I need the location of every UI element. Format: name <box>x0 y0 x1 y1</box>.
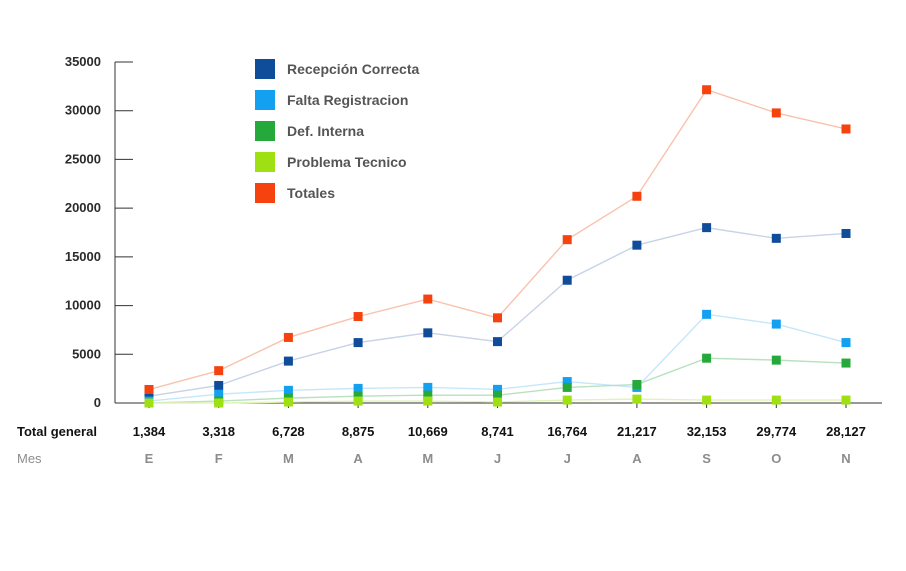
data-point <box>493 390 502 400</box>
data-point <box>841 358 851 368</box>
data-point <box>632 394 642 404</box>
data-point <box>771 233 781 243</box>
data-point <box>214 366 224 376</box>
total-value: 6,728 <box>272 424 305 439</box>
data-point <box>283 332 293 342</box>
legend-swatch <box>255 183 275 203</box>
data-point <box>423 294 433 304</box>
legend-label: Totales <box>287 185 335 201</box>
month-label: J <box>564 451 571 466</box>
y-tick-label: 30000 <box>65 103 101 118</box>
y-tick-label: 15000 <box>65 249 101 264</box>
totals-row-title: Total general <box>17 424 97 439</box>
data-point <box>214 398 224 408</box>
legend-swatch <box>255 59 275 79</box>
data-point <box>493 384 502 394</box>
data-point <box>353 312 363 322</box>
total-value: 29,774 <box>756 424 797 439</box>
data-point <box>562 382 572 392</box>
data-point <box>562 377 572 387</box>
data-point <box>353 396 363 406</box>
data-point <box>702 85 712 95</box>
total-value: 32,153 <box>687 424 727 439</box>
legend: Recepción Correcta Falta Registracion Def.… <box>255 59 419 203</box>
data-point <box>283 385 293 395</box>
data-point <box>632 379 642 389</box>
y-tick-label: 35000 <box>65 54 101 69</box>
series-line <box>148 226 847 397</box>
month-label: N <box>841 451 850 466</box>
data-point <box>841 395 851 405</box>
month-label: A <box>353 451 363 466</box>
data-point <box>144 398 154 408</box>
data-point <box>493 397 502 407</box>
data-point <box>283 356 293 366</box>
series-lines-layer <box>148 88 847 404</box>
legend-swatch <box>255 121 275 141</box>
legend-label: Def. Interna <box>287 123 364 139</box>
month-label: A <box>632 451 642 466</box>
data-point <box>702 353 712 363</box>
y-tick-label: 10000 <box>65 298 101 313</box>
total-value: 1,384 <box>133 424 166 439</box>
month-label: F <box>215 451 223 466</box>
data-point <box>841 228 851 238</box>
data-point <box>632 240 642 250</box>
total-value: 8,741 <box>481 424 514 439</box>
y-tick-label: 20000 <box>65 200 101 215</box>
data-point <box>214 389 224 399</box>
data-point <box>214 380 224 390</box>
month-label: M <box>422 451 433 466</box>
legend-swatch <box>255 90 275 110</box>
data-point <box>423 382 433 392</box>
legend-label: Falta Registracion <box>287 92 408 108</box>
month-label: E <box>145 451 154 466</box>
data-point <box>771 319 781 329</box>
data-point <box>771 108 781 118</box>
month-label: J <box>494 451 501 466</box>
data-point <box>493 313 502 323</box>
total-value: 16,764 <box>547 424 588 439</box>
data-point <box>493 337 502 347</box>
total-value: 21,217 <box>617 424 657 439</box>
data-point <box>562 275 572 285</box>
total-value: 28,127 <box>826 424 866 439</box>
data-point <box>144 391 154 401</box>
data-point <box>353 338 363 348</box>
total-value: 8,875 <box>342 424 375 439</box>
data-point <box>841 124 851 134</box>
data-point <box>353 391 363 401</box>
y-tick-label: 5000 <box>72 346 101 361</box>
data-point <box>702 395 712 405</box>
data-point <box>562 395 572 405</box>
data-point <box>144 385 154 395</box>
y-tick-label: 25000 <box>65 151 101 166</box>
data-point <box>771 395 781 405</box>
month-label: S <box>702 451 711 466</box>
legend-label: Problema Tecnico <box>287 154 407 170</box>
data-point <box>702 223 712 233</box>
data-point <box>632 191 642 201</box>
data-point <box>423 390 433 400</box>
total-value: 3,318 <box>202 424 235 439</box>
legend-swatch <box>255 152 275 172</box>
total-value: 10,669 <box>408 424 448 439</box>
data-point <box>423 396 433 406</box>
data-point <box>841 338 851 348</box>
data-point <box>283 397 293 407</box>
series-points-layer <box>144 85 851 408</box>
month-label: O <box>771 451 781 466</box>
month-label: M <box>283 451 294 466</box>
data-point <box>562 235 572 245</box>
data-point <box>353 383 363 393</box>
legend-label: Recepción Correcta <box>287 61 419 77</box>
data-point <box>423 328 433 338</box>
data-point <box>771 355 781 365</box>
totals-table: Total general Mes 1,384 3,318 6,728 8,875 10,6… <box>17 424 866 466</box>
data-point <box>702 309 712 319</box>
y-tick-label: 0 <box>94 395 101 410</box>
months-row-title: Mes <box>17 451 42 466</box>
